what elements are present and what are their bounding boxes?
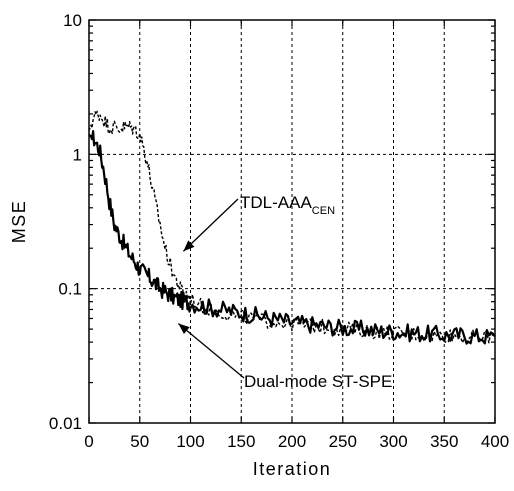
x-tick-label-0: 0 — [84, 432, 93, 451]
y-axis-title: MSE — [9, 200, 29, 244]
annotation-tdl-aaa-cen: TDL-AAACEN — [240, 193, 335, 217]
annotation-arrow-dual-shaft — [177, 323, 245, 379]
annotation-tdl-main: TDL-AAA — [240, 193, 312, 212]
tick-labels: 0 50 100 150 200 250 300 350 400 0.01 0.1 1 10 — [49, 11, 509, 451]
annotations: TDL-AAACEN Dual-mode ST-SPE — [177, 193, 392, 391]
x-tick-label-100: 100 — [176, 432, 204, 451]
annotation-dual-mode-st-spe: Dual-mode ST-SPE — [244, 372, 392, 391]
annotation-tdl-subscript: CEN — [312, 205, 335, 217]
y-tick-label-1: 1 — [73, 145, 82, 164]
plot-frame — [88, 19, 496, 424]
grid-lines — [89, 20, 495, 423]
annotation-arrow-dual-head — [178, 323, 190, 335]
y-tick-label-0.1: 0.1 — [58, 280, 82, 299]
x-axis-title: Iteration — [253, 459, 332, 479]
annotation-arrow-tdl-head — [183, 240, 195, 252]
x-tick-label-200: 200 — [278, 432, 306, 451]
series-line-tdl-aaa-cen — [88, 110, 496, 344]
y-tick-label-10: 10 — [63, 11, 82, 30]
y-tick-label-0.01: 0.01 — [49, 414, 82, 433]
series-lines — [88, 110, 496, 345]
x-tick-label-300: 300 — [379, 432, 407, 451]
series-line-dual-mode-st-spe — [88, 130, 496, 345]
x-tick-label-150: 150 — [227, 432, 255, 451]
x-tick-label-250: 250 — [329, 432, 357, 451]
x-tick-label-50: 50 — [130, 432, 149, 451]
annotation-arrow-tdl-shaft — [182, 198, 239, 252]
x-tick-label-400: 400 — [481, 432, 509, 451]
x-tick-label-350: 350 — [430, 432, 458, 451]
